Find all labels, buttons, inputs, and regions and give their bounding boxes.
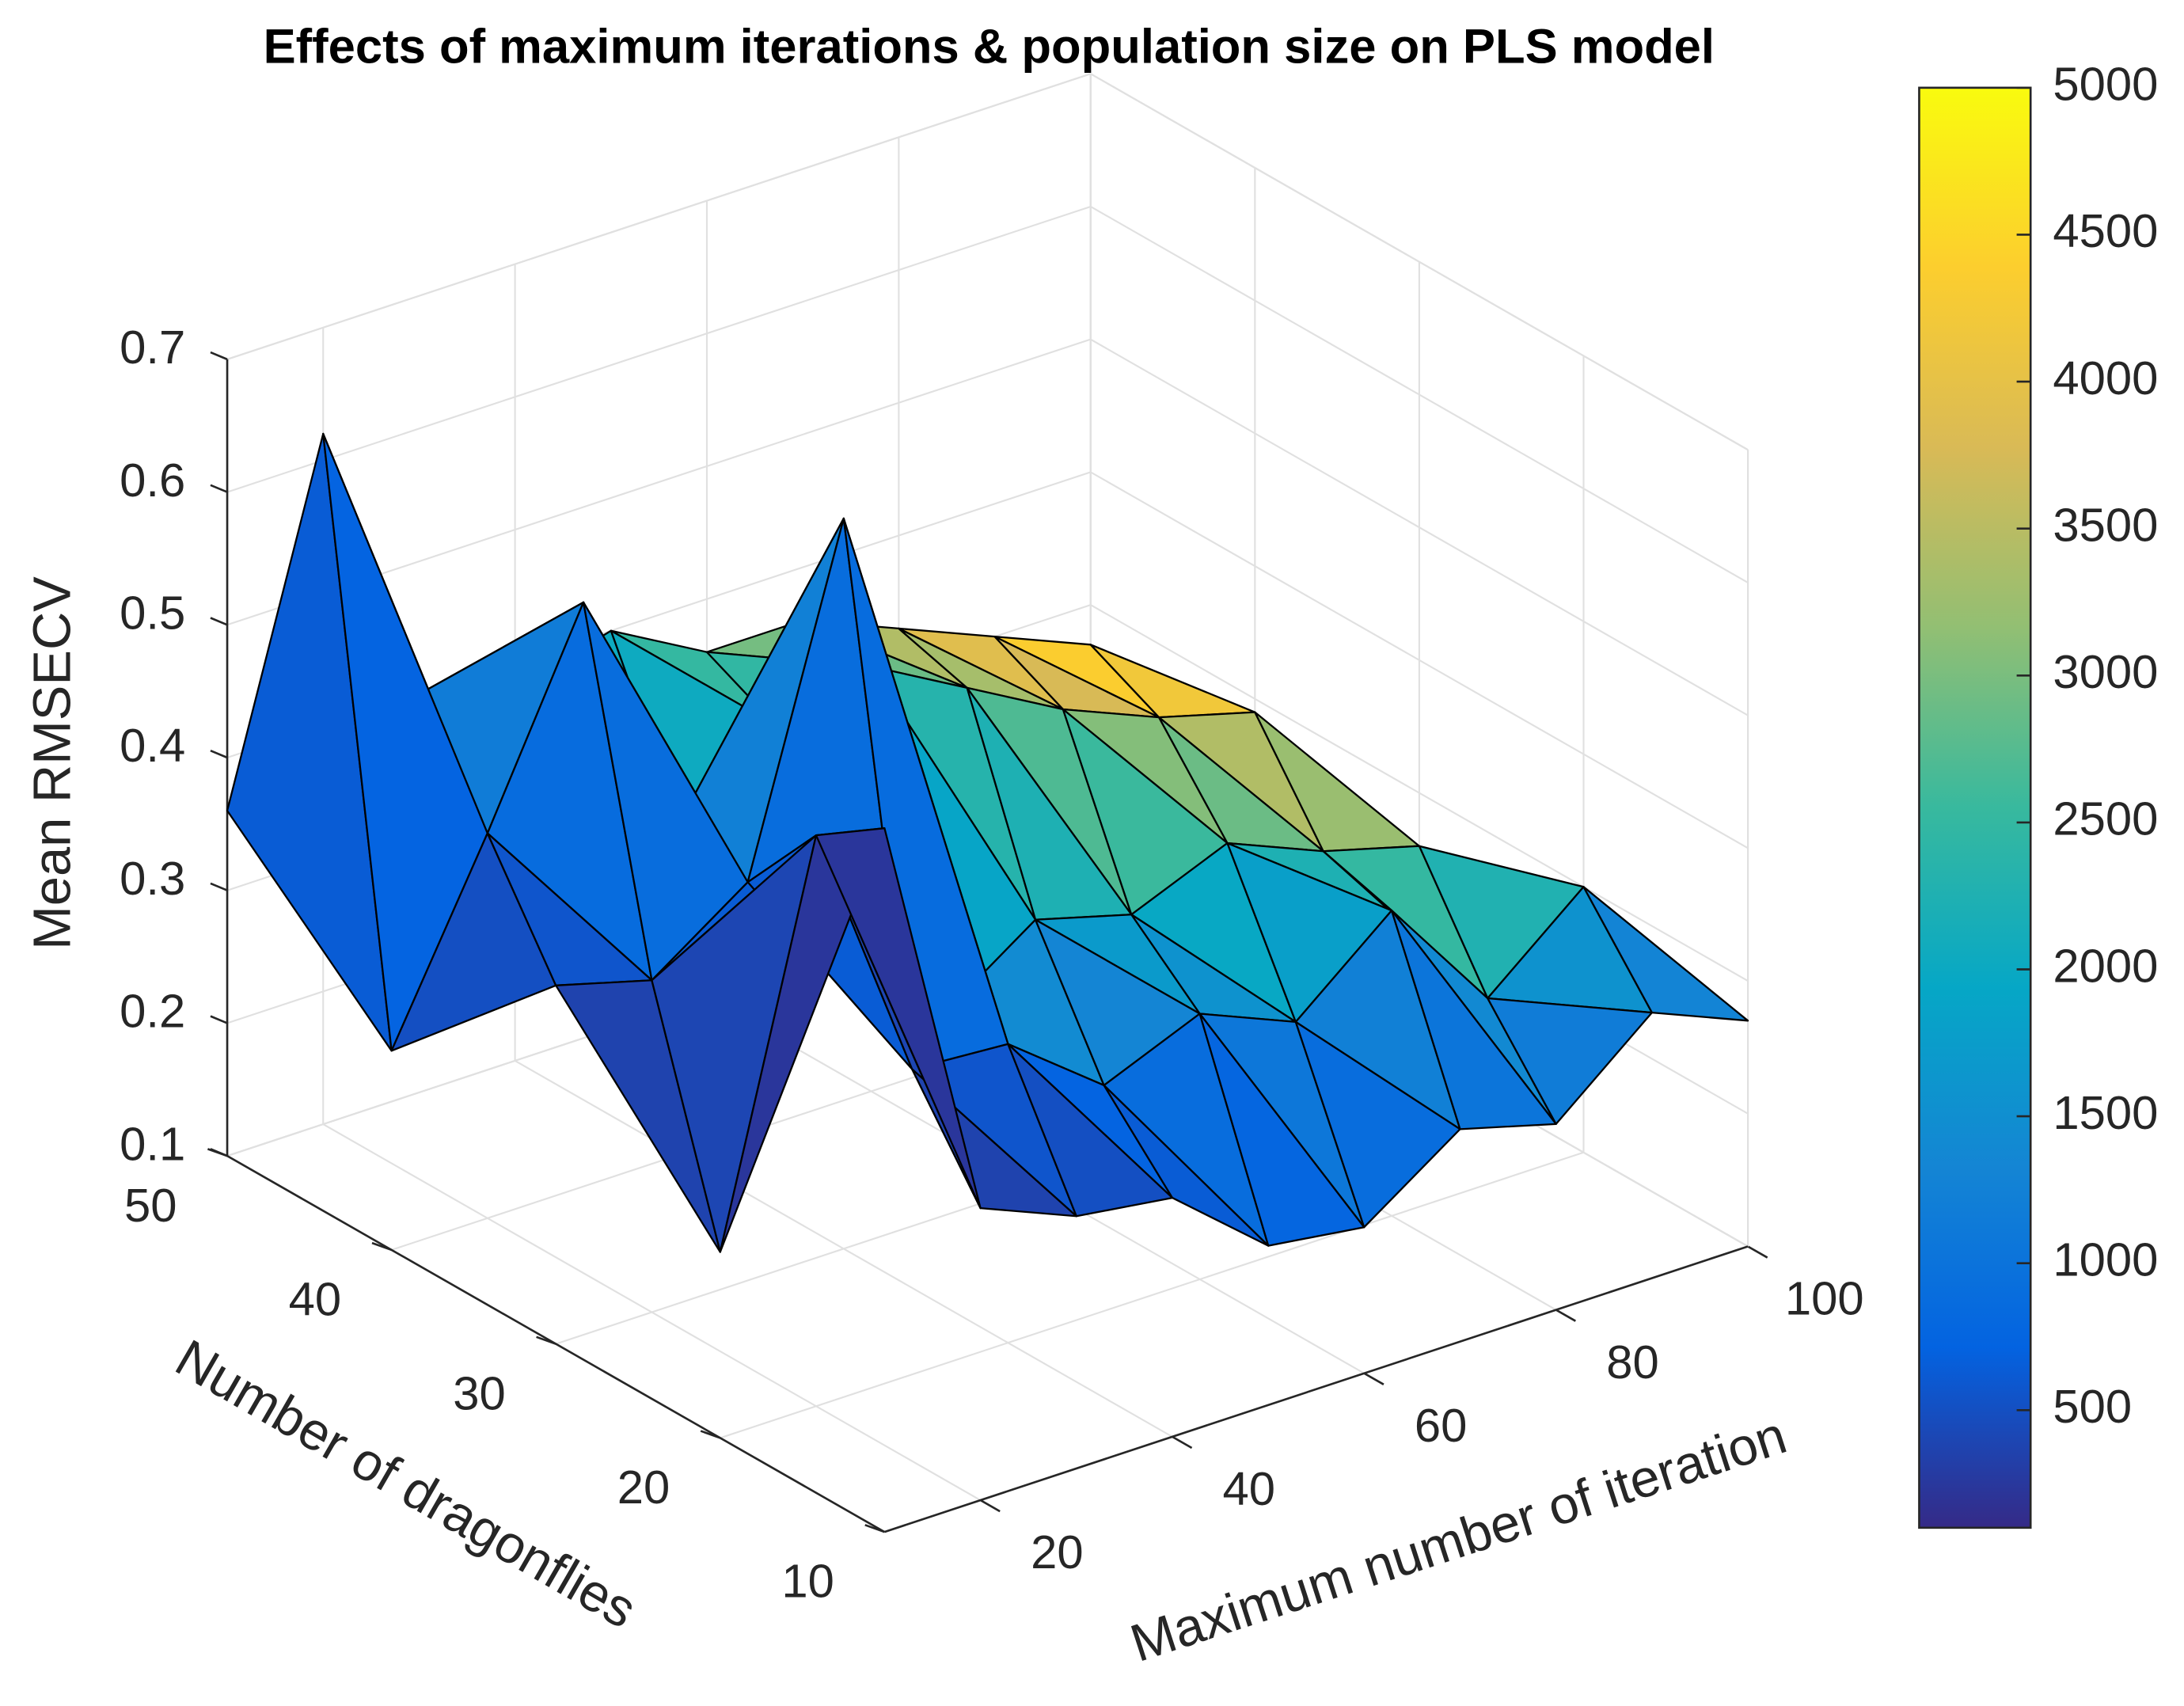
grid-line: [1090, 604, 1749, 982]
axis-line: [883, 1245, 1749, 1533]
z-tick: [210, 484, 228, 493]
z-tick: [210, 1015, 228, 1024]
surface-face: [815, 827, 982, 1210]
colorbar-tick-label: 3500: [2053, 498, 2158, 551]
x-tick: [1172, 1435, 1193, 1450]
z-tick-label: 0.6: [120, 454, 185, 507]
axis-line: [226, 1154, 886, 1533]
z-tick-label: 0.5: [120, 587, 185, 640]
z-tick: [210, 882, 228, 891]
colorbar: [1918, 86, 2032, 1529]
grid-line: [1090, 73, 1749, 451]
x-tick-label: 40: [1222, 1462, 1275, 1515]
colorbar-tick-label: 3000: [2053, 645, 2158, 698]
surface-face: [1103, 1084, 1270, 1247]
y-tick-label: 20: [617, 1461, 670, 1514]
x-tick-label: 80: [1606, 1336, 1659, 1389]
grid-line: [720, 1151, 1584, 1439]
z-tick-label: 0.7: [120, 321, 185, 374]
z-tick-label: 0.4: [120, 719, 185, 772]
y-tick-label: 10: [781, 1555, 834, 1608]
z-tick-label: 0.3: [120, 852, 185, 905]
grid-line: [1090, 471, 1749, 849]
z-tick: [210, 617, 228, 626]
colorbar-tick-label: 4000: [2053, 351, 2158, 405]
y-tick-label: 50: [124, 1179, 177, 1232]
grid-line: [226, 205, 1092, 493]
surface-face: [1390, 910, 1557, 1130]
colorbar-tick-label: 5000: [2053, 58, 2158, 111]
colorbar-tick-label: 4500: [2053, 204, 2158, 257]
colorbar-tick-label: 2000: [2053, 939, 2158, 992]
colorbar-tick-label: 2500: [2053, 792, 2158, 845]
chart-title: Effects of maximum iterations & populati…: [264, 20, 1715, 74]
x-tick-label: 20: [1031, 1526, 1084, 1579]
colorbar-tick-label: 1500: [2053, 1086, 2158, 1139]
x-tick-label: 100: [1785, 1272, 1864, 1325]
surface-face: [1582, 886, 1749, 1022]
x-tick: [1555, 1309, 1576, 1322]
z-axis-label: Mean RMSECV: [22, 576, 82, 950]
grid-line: [1090, 206, 1749, 583]
surface-face: [1007, 1043, 1174, 1218]
z-tick: [210, 351, 228, 361]
y-tick-label: 40: [289, 1273, 342, 1326]
grid-line: [1090, 338, 1749, 716]
x-tick: [1363, 1372, 1384, 1385]
surface-face: [1487, 997, 1654, 1125]
x-tick: [1747, 1245, 1768, 1259]
x-tick: [979, 1499, 1001, 1513]
colorbar-tick-label: 1000: [2053, 1233, 2158, 1286]
surface-face: [1198, 1013, 1365, 1247]
y-axis-label: Number of dragonflies: [165, 1328, 646, 1640]
z-tick: [210, 1148, 228, 1157]
y-tick-label: 30: [453, 1366, 506, 1419]
colorbar-tick-label: 500: [2053, 1380, 2132, 1433]
surface-face: [911, 1068, 1077, 1218]
surface-face: [1294, 1020, 1461, 1229]
grid-line: [226, 73, 1092, 360]
x-tick-label: 60: [1415, 1399, 1468, 1452]
z-tick-label: 0.1: [120, 1117, 185, 1170]
z-tick-label: 0.2: [120, 985, 185, 1038]
z-tick: [210, 749, 228, 759]
